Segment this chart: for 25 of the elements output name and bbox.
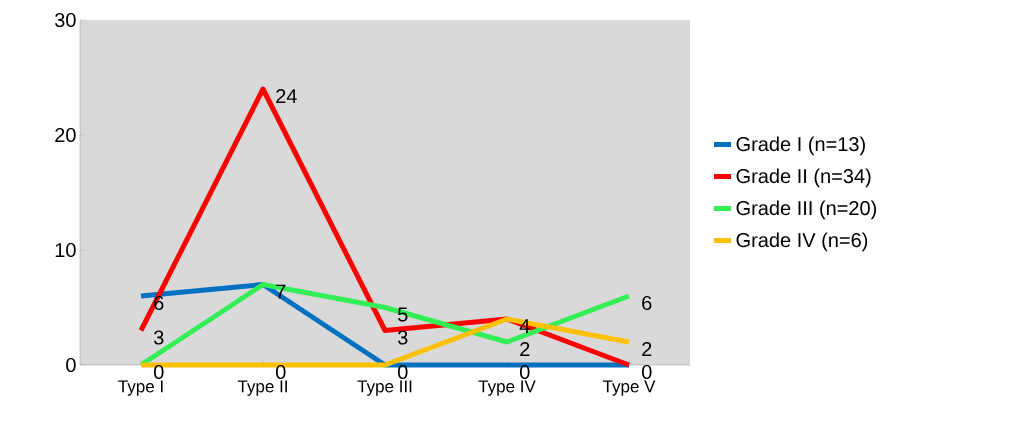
data-label: 3 [153,330,164,345]
x-tick-label: Type II [237,380,287,396]
data-label: 6 [642,295,652,311]
data-label: 0 [153,364,164,380]
legend-label: Grade III (n=20) [736,200,877,220]
y-tick-label: 30 [54,12,76,28]
y-tick-label: 20 [55,127,76,143]
data-label: 24 [276,89,297,103]
x-tick-label: Type III [357,380,412,396]
data-label: 2 [642,342,652,356]
legend-label: Grade IV (n=6) [736,232,868,252]
x-tick-label: Type IV [478,380,536,396]
data-label: 0 [519,364,530,380]
data-label: 0 [275,364,286,380]
data-label: 3 [397,330,408,345]
legend-label: Grade I (n=13) [736,136,865,156]
y-tick-label: 0 [66,357,76,373]
data-label: 5 [398,307,408,322]
x-tick-label: Type I [118,380,163,396]
data-label: 0 [641,364,652,380]
legend-label: Grade II (n=34) [736,168,871,188]
y-tick-label: 10 [55,242,76,258]
data-label: 2 [520,342,530,356]
data-label: 0 [397,364,408,380]
x-tick-label: Type V [602,380,656,396]
